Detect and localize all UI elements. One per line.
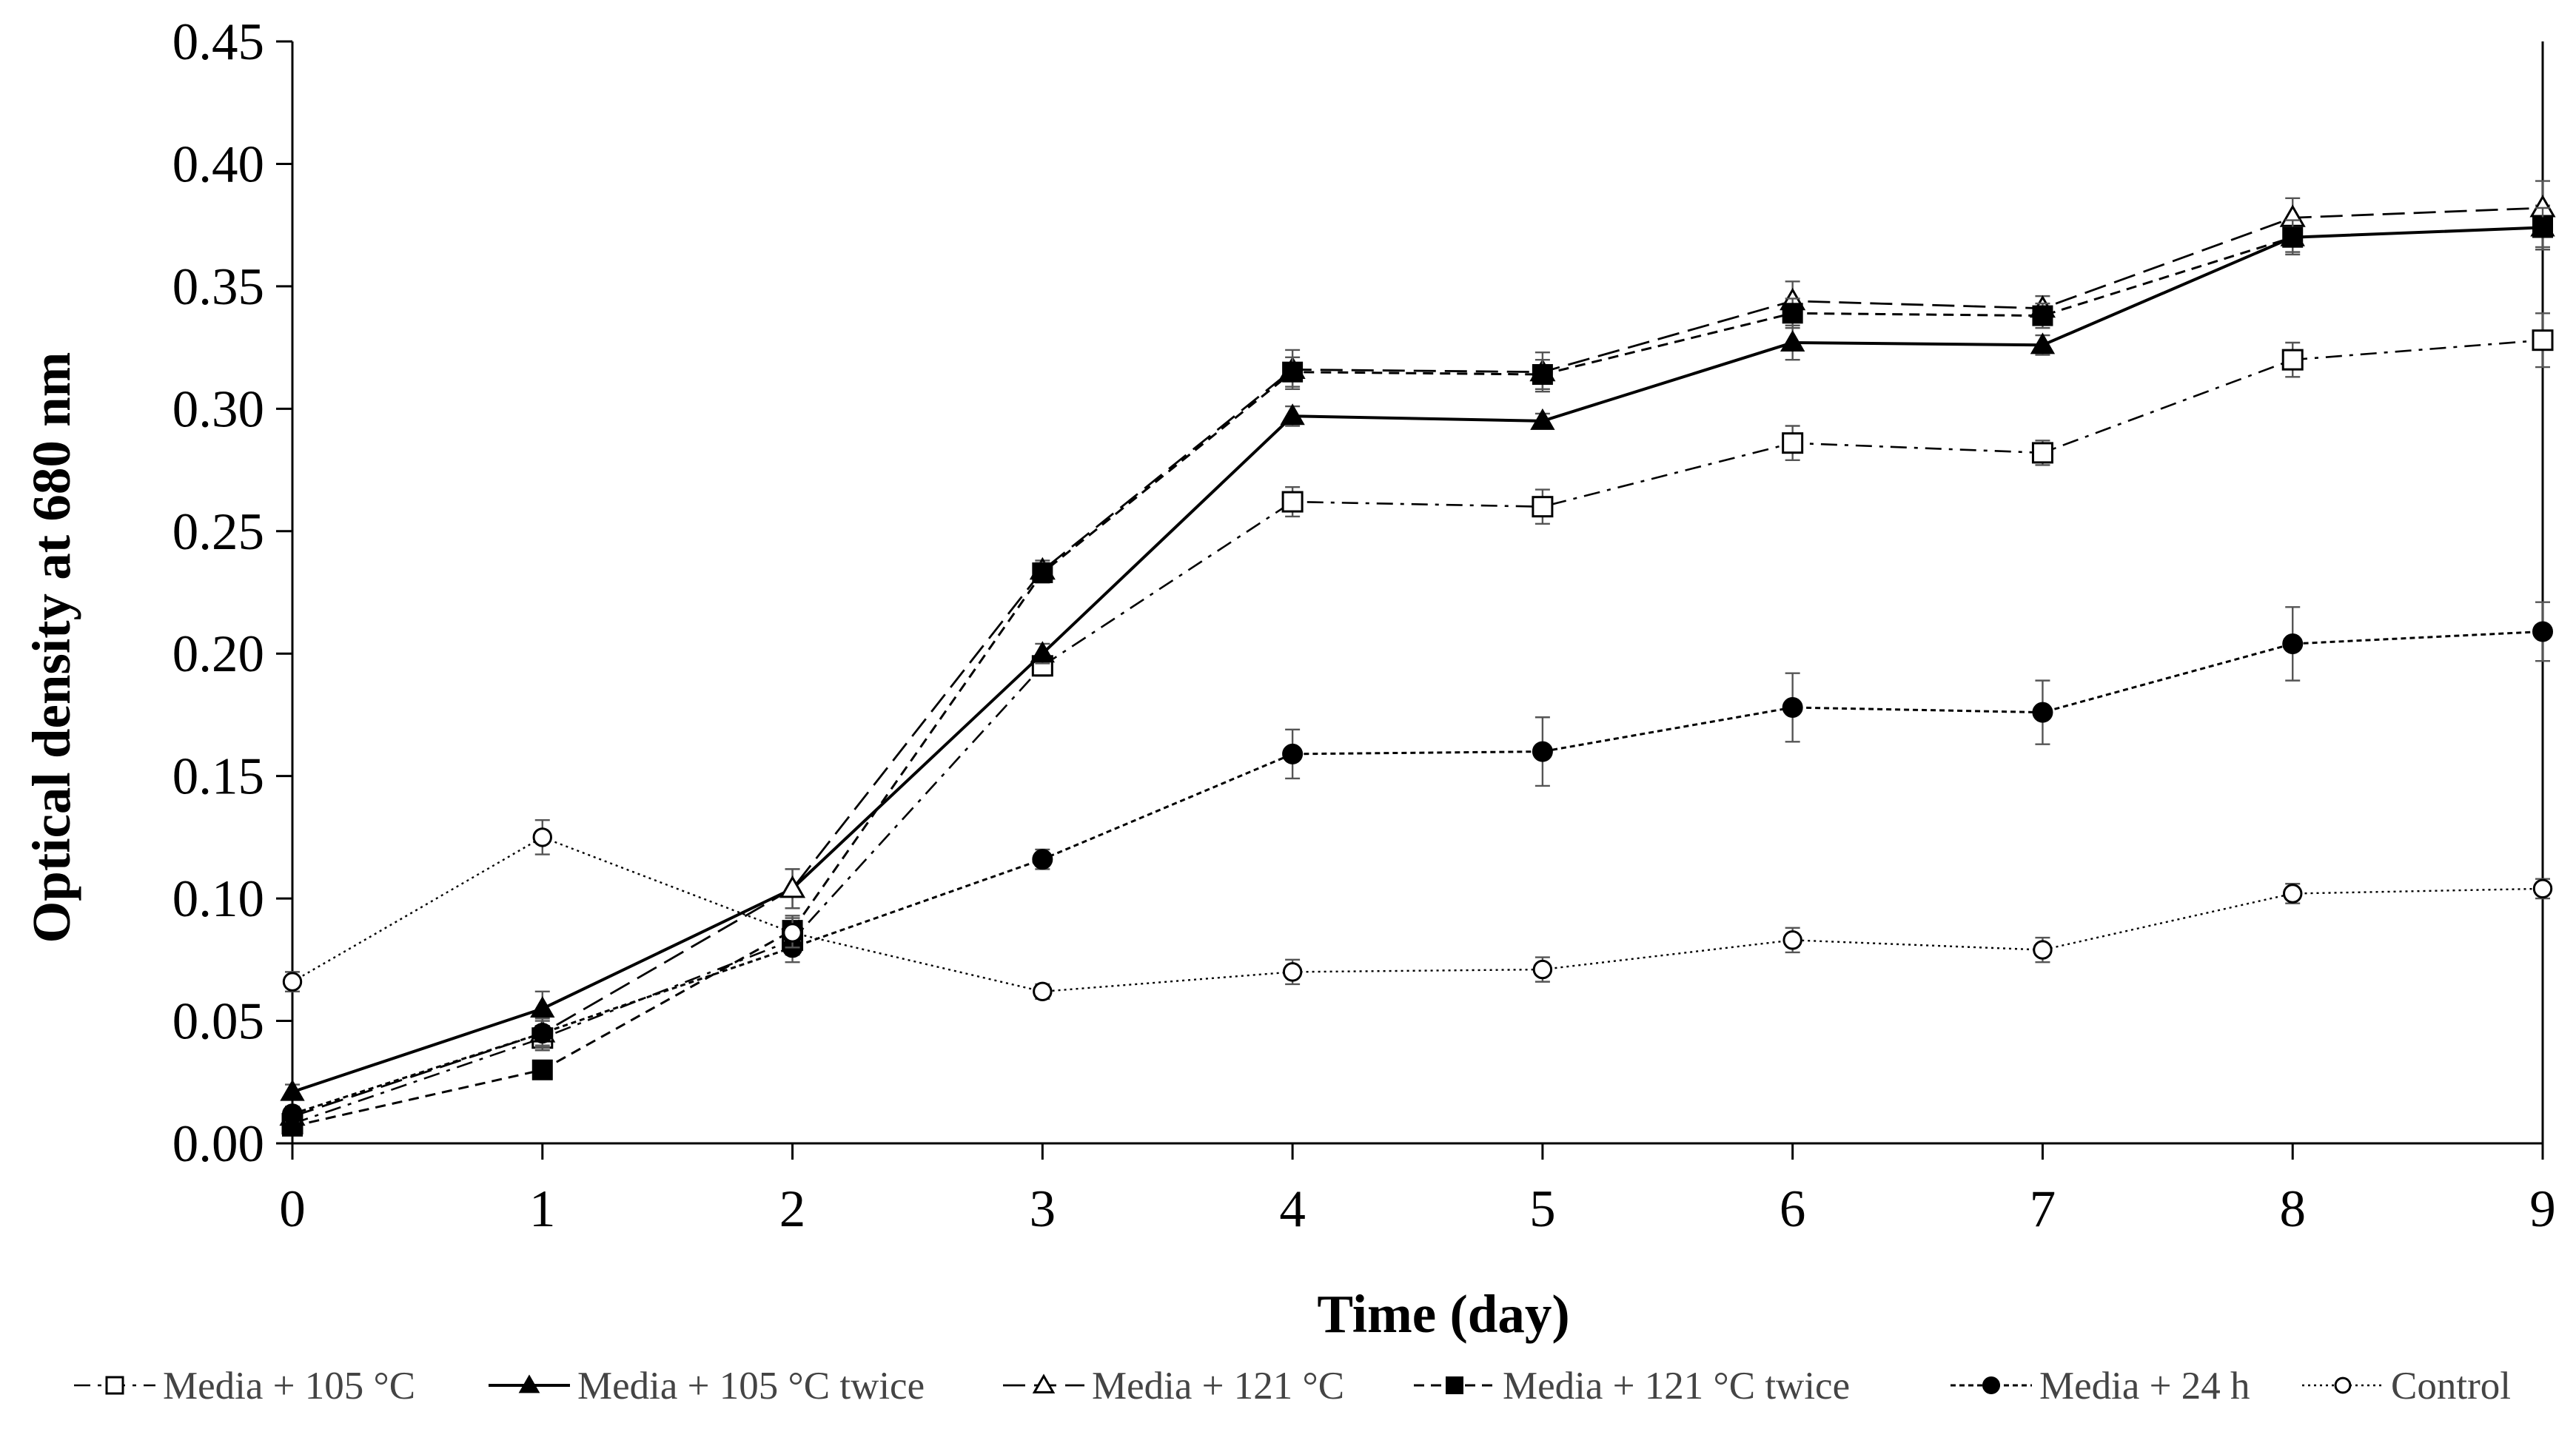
data-point [531,1059,553,1080]
legend-label: Media + 24 h [2039,1365,2250,1408]
legend-item: Control [2302,1365,2511,1408]
y-tick-label: 0.25 [172,503,264,561]
data-point [1532,364,1553,386]
y-tick-labels: 0.00 0.05 0.10 0.15 0.20 0.25 0.30 0.35 0.40 0.45 [172,13,292,1173]
legend-label: Media + 105 °C twice [577,1365,925,1408]
data-point [2283,884,2303,904]
data-point [1530,408,1555,430]
axes [291,41,2544,1145]
legend-marker [105,1376,124,1395]
legend-label: Media + 121 °C twice [1503,1365,1850,1408]
legend-marker [1032,1373,1056,1393]
data-point [2532,878,2553,899]
x-tick-label: 9 [2529,1180,2556,1238]
y-tick-label: 0.00 [172,1115,264,1173]
data-point [1032,562,1053,584]
data-point [1532,741,1553,762]
series-line [292,836,2543,993]
legend-label: Control [2391,1365,2511,1408]
data-point [1282,361,1304,383]
x-tick-label: 0 [279,1180,306,1238]
legend-marker [1982,1376,2000,1394]
series-line [292,226,2543,1094]
x-tick-label: 8 [2279,1180,2306,1238]
series-2 [279,180,2556,1126]
data-point [1032,849,1053,870]
legend-item: Media + 121 °C twice [1414,1365,1850,1408]
data-point [1532,496,1554,518]
y-tick-label: 0.40 [172,135,264,193]
data-point [2532,329,2554,352]
legend-item: Media + 105 °C [74,1365,415,1408]
data-point [282,972,303,992]
series-5 [282,819,2553,1002]
data-point [530,996,555,1018]
data-point [1782,303,1803,324]
data-point [782,923,802,943]
y-tick-label: 0.15 [172,748,264,806]
data-point [1782,697,1803,719]
x-axis-title: Time (day) [1317,1284,1569,1344]
data-point [1282,743,1304,764]
x-tick-label: 4 [1279,1180,1306,1238]
y-tick-label: 0.20 [172,625,264,683]
data-point [2532,217,2553,238]
data-point [1033,981,1053,1002]
y-tick-label: 0.35 [172,258,264,316]
data-point [1782,432,1804,454]
series-line [292,630,2543,1115]
data-point [532,827,552,847]
legend-marker [2334,1376,2352,1394]
x-tick-label: 6 [1780,1180,1806,1238]
data-point [2031,442,2053,464]
y-axis-title: Optical density at 680 nm [21,352,81,944]
data-point [2033,940,2053,960]
series-3 [282,206,2553,1137]
data-point [2282,226,2304,248]
y-tick-label: 0.10 [172,870,264,928]
legend-item: Media + 105 °C twice [489,1365,925,1408]
data-point [1282,962,1303,982]
x-tick-label: 5 [1529,1180,1556,1238]
legend: Media + 105 °C Media + 105 °C twice Media … [74,1365,2511,1408]
series-line [292,226,2543,1128]
y-tick-label: 0.05 [172,993,264,1051]
data-point [2030,332,2056,354]
series-layer [279,180,2556,1137]
data-point [2032,702,2053,723]
legend-item: Media + 121 °C [1003,1365,1344,1408]
data-point [1281,491,1304,513]
legend-item: Media + 24 h [1951,1365,2250,1408]
x-tick-label: 7 [2030,1180,2056,1238]
data-point [2032,305,2053,326]
series-0 [281,312,2554,1135]
data-point [779,875,806,898]
data-point [2282,633,2304,654]
data-point [1780,330,1805,352]
data-point [2281,349,2304,371]
data-point [280,1079,305,1101]
x-tick-labels: 0 1 2 3 4 5 6 7 8 9 [279,1143,2556,1238]
legend-marker [518,1374,540,1393]
x-tick-label: 1 [529,1180,556,1238]
x-tick-label: 3 [1030,1180,1056,1238]
data-point [1532,959,1553,980]
data-point [282,1103,303,1125]
series-line [292,339,2543,1125]
x-tick-label: 2 [779,1180,806,1238]
data-point [2532,621,2553,642]
legend-marker [1446,1376,1463,1394]
series-line [292,206,2543,1117]
data-point [531,1023,553,1044]
legend-label: Media + 105 °C [163,1365,415,1408]
series-1 [280,204,2555,1101]
data-point [1030,641,1056,663]
data-point [1280,403,1305,426]
y-tick-label: 0.45 [172,13,264,71]
data-point [1782,930,1802,950]
y-tick-label: 0.30 [172,380,264,438]
legend-label: Media + 121 °C [1092,1365,1344,1408]
series-4 [282,601,2553,1125]
